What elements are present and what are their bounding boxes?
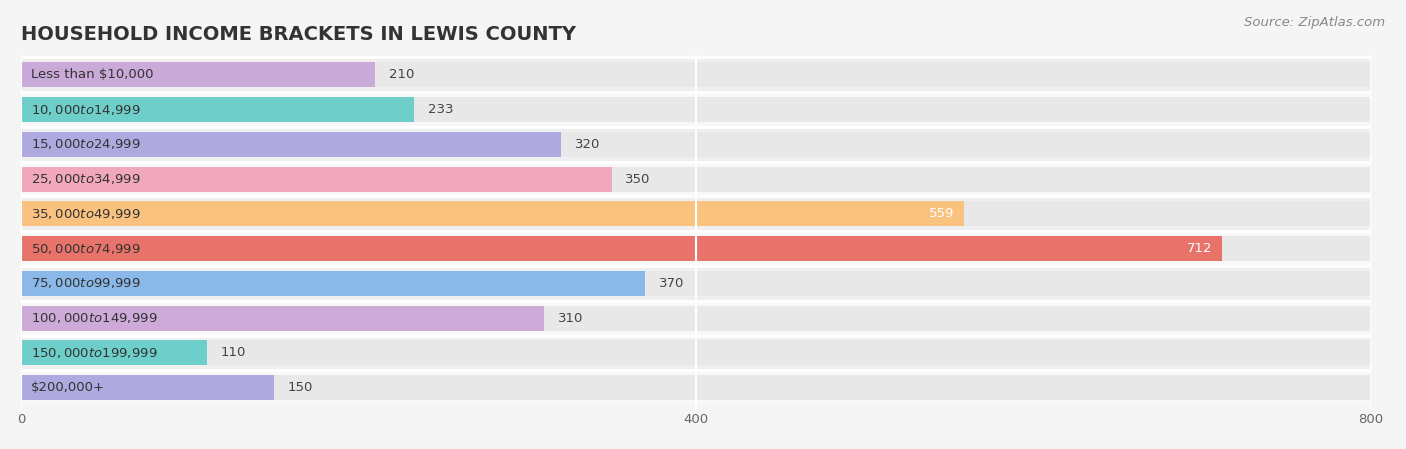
Text: 150: 150 (288, 381, 314, 394)
Bar (21, 97, 415, 122)
Text: $100,000 to $149,999: $100,000 to $149,999 (31, 311, 157, 325)
Bar (21, 97, 415, 122)
Bar (21, 335, 1371, 370)
Text: 559: 559 (929, 207, 955, 220)
Text: $10,000 to $14,999: $10,000 to $14,999 (31, 102, 141, 117)
Bar (21, 201, 1371, 226)
Text: 350: 350 (626, 172, 651, 185)
Bar (21, 236, 1222, 261)
Bar (21, 266, 1371, 301)
Bar (21, 201, 965, 226)
Text: 320: 320 (575, 138, 600, 151)
Bar (21, 236, 1371, 261)
Text: 233: 233 (427, 103, 453, 116)
Text: 210: 210 (389, 68, 415, 81)
Bar (21, 306, 544, 331)
Bar (21, 201, 965, 226)
Text: Source: ZipAtlas.com: Source: ZipAtlas.com (1244, 16, 1385, 29)
Text: 370: 370 (659, 277, 685, 290)
Bar (21, 370, 1371, 405)
Bar (21, 271, 645, 296)
Bar (21, 62, 1371, 87)
Bar (21, 271, 1371, 296)
Bar (21, 340, 1371, 365)
Bar (21, 236, 1222, 261)
Bar (21, 97, 1371, 122)
Bar (21, 132, 1371, 157)
Text: $50,000 to $74,999: $50,000 to $74,999 (31, 242, 141, 255)
Bar (21, 92, 1371, 127)
Bar (21, 62, 375, 87)
Bar (21, 306, 544, 331)
Bar (21, 340, 207, 365)
Bar (21, 132, 561, 157)
Bar (21, 197, 1371, 231)
Text: $35,000 to $49,999: $35,000 to $49,999 (31, 207, 141, 221)
Text: $75,000 to $99,999: $75,000 to $99,999 (31, 277, 141, 291)
Bar (21, 167, 612, 192)
Bar (21, 340, 207, 365)
Bar (21, 62, 375, 87)
Bar (21, 57, 1371, 92)
Bar (21, 306, 1371, 331)
Text: HOUSEHOLD INCOME BRACKETS IN LEWIS COUNTY: HOUSEHOLD INCOME BRACKETS IN LEWIS COUNT… (21, 25, 576, 44)
Text: $25,000 to $34,999: $25,000 to $34,999 (31, 172, 141, 186)
Bar (21, 167, 612, 192)
Text: $15,000 to $24,999: $15,000 to $24,999 (31, 137, 141, 151)
Text: 310: 310 (558, 312, 583, 325)
Bar (21, 162, 1371, 197)
Text: Less than $10,000: Less than $10,000 (31, 68, 153, 81)
Bar (21, 375, 274, 400)
Bar (21, 271, 645, 296)
Text: 712: 712 (1187, 242, 1212, 255)
Text: 110: 110 (221, 347, 246, 360)
Bar (21, 301, 1371, 335)
Bar (21, 375, 274, 400)
Bar (21, 375, 1371, 400)
Bar (21, 231, 1371, 266)
Bar (21, 127, 1371, 162)
Bar (21, 167, 1371, 192)
Text: $200,000+: $200,000+ (31, 381, 105, 394)
Text: $150,000 to $199,999: $150,000 to $199,999 (31, 346, 157, 360)
Bar (21, 132, 561, 157)
